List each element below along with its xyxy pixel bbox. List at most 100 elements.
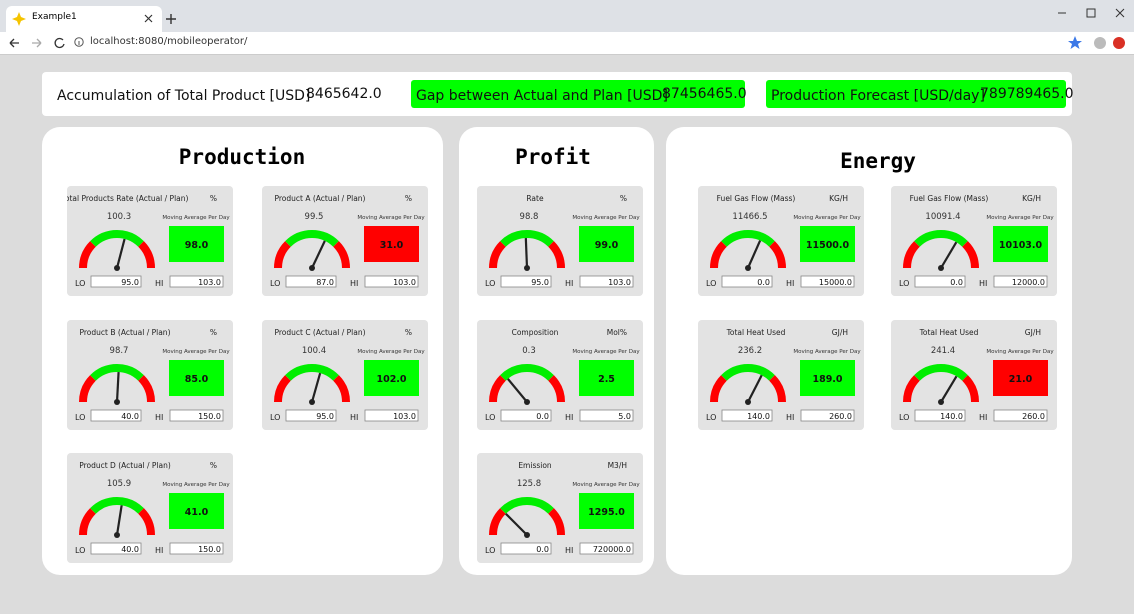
gauge-card: Emission M3/H 125.8 Moving Average Per Day 1… xyxy=(477,453,643,563)
gauge-value: 241.4 xyxy=(931,346,955,356)
moving-average-label: Moving Average Per Day xyxy=(357,349,425,355)
gauge-title: Product A (Actual / Plan) xyxy=(275,194,366,203)
lo-value: 140.0 xyxy=(940,412,963,421)
gauge-card: Rate % 98.8 Moving Average Per Day 99.0 LO 95.… xyxy=(477,186,643,296)
hi-input[interactable] xyxy=(169,542,224,555)
lo-value: 0.0 xyxy=(950,278,963,287)
hi-input[interactable] xyxy=(579,409,634,422)
toolbar-icons[interactable] xyxy=(1068,35,1128,51)
hi-input[interactable] xyxy=(800,275,855,288)
card-bg xyxy=(262,186,428,296)
tab-icon xyxy=(12,12,26,26)
summary-box xyxy=(766,80,1066,108)
average-box xyxy=(364,360,419,396)
gauge-title: Fuel Gas Flow (Mass) xyxy=(717,194,796,203)
gauge-arc-low xyxy=(903,375,920,403)
gauge-arc-low xyxy=(79,508,96,536)
browser-tab[interactable]: Example1 xyxy=(6,6,162,32)
lo-label: LO xyxy=(75,546,85,555)
lo-value: 140.0 xyxy=(747,412,770,421)
gauge-value: 100.3 xyxy=(107,212,131,222)
average-box xyxy=(169,493,224,529)
lo-input[interactable] xyxy=(914,409,966,422)
gauge-arc-normal xyxy=(285,364,339,381)
gauge-arc-low xyxy=(79,241,96,269)
lo-input[interactable] xyxy=(90,409,142,422)
average-value: 189.0 xyxy=(812,374,842,385)
lo-input[interactable] xyxy=(285,409,337,422)
gauge-title: Total Heat Used xyxy=(726,328,786,337)
new-tab[interactable] xyxy=(166,14,176,24)
moving-average-label: Moving Average Per Day xyxy=(793,349,861,355)
lo-input[interactable] xyxy=(914,275,966,288)
hi-label: HI xyxy=(565,546,573,555)
average-value: 10103.0 xyxy=(999,240,1043,251)
needle-hub xyxy=(114,399,120,405)
summary-label: Production Forecast [USD/day] xyxy=(771,88,985,104)
hi-input[interactable] xyxy=(993,409,1048,422)
hi-input[interactable] xyxy=(364,275,419,288)
hi-input[interactable] xyxy=(993,275,1048,288)
lo-value: 95.0 xyxy=(531,278,549,287)
lo-input[interactable] xyxy=(500,275,552,288)
gauge-card: Product D (Actual / Plan) % 105.9 Moving Av… xyxy=(67,453,233,563)
lo-input[interactable] xyxy=(500,542,552,555)
gauge-value: 100.4 xyxy=(302,346,326,356)
lo-value: 0.0 xyxy=(757,278,770,287)
hi-value: 15000.0 xyxy=(819,278,852,287)
lo-input[interactable] xyxy=(721,275,773,288)
average-box xyxy=(579,226,634,262)
gauge-arc-low xyxy=(710,241,727,269)
url[interactable]: localhost:8080/mobileoperator/ xyxy=(90,36,248,47)
needle-hub xyxy=(745,265,751,271)
gauge-arc-normal xyxy=(90,230,144,247)
gauge-arc-low xyxy=(274,241,291,269)
lo-label: LO xyxy=(485,279,495,288)
lo-input[interactable] xyxy=(721,409,773,422)
info-icon[interactable] xyxy=(74,37,84,47)
gauge-unit: M3/H xyxy=(608,461,627,470)
hi-input[interactable] xyxy=(579,542,634,555)
gauge-card: Product A (Actual / Plan) % 99.5 Moving Ave… xyxy=(262,186,428,296)
hi-input[interactable] xyxy=(800,409,855,422)
hi-input[interactable] xyxy=(364,409,419,422)
hi-input[interactable] xyxy=(169,409,224,422)
needle-hub xyxy=(309,265,315,271)
gauge-arc-low xyxy=(489,375,506,403)
hi-label: HI xyxy=(350,413,358,422)
gauge-arc-normal xyxy=(914,230,968,247)
gauge-needle xyxy=(115,505,123,536)
lo-input[interactable] xyxy=(90,542,142,555)
gauge-value: 98.8 xyxy=(520,212,539,222)
hi-input[interactable] xyxy=(579,275,634,288)
gauge-card: Fuel Gas Flow (Mass) KG/H 11466.5 Moving Av… xyxy=(698,186,864,296)
hi-input[interactable] xyxy=(169,275,224,288)
gauge-needle xyxy=(940,375,958,403)
gauge-arc-low xyxy=(79,375,96,403)
tab-close[interactable] xyxy=(144,14,153,23)
gauge-arc-high xyxy=(769,375,786,403)
summary-label: Gap between Actual and Plan [USD] xyxy=(416,88,668,104)
moving-average-label: Moving Average Per Day xyxy=(572,215,640,221)
hi-value: 720000.0 xyxy=(593,545,631,554)
hi-label: HI xyxy=(155,546,163,555)
nav-buttons[interactable] xyxy=(8,36,68,50)
hi-label: HI xyxy=(979,413,987,422)
hi-label: HI xyxy=(350,279,358,288)
lo-input[interactable] xyxy=(285,275,337,288)
gauge-title: Total Products Rate (Actual / Plan) xyxy=(67,194,188,203)
hi-label: HI xyxy=(155,279,163,288)
gauge-needle xyxy=(115,371,120,403)
card-bg xyxy=(891,320,1057,430)
gauge-value: 98.7 xyxy=(110,346,129,356)
gauge-needle xyxy=(747,374,763,403)
lo-input[interactable] xyxy=(500,409,552,422)
average-box xyxy=(364,226,419,262)
lo-input[interactable] xyxy=(90,275,142,288)
gauge-unit: % xyxy=(210,461,217,470)
hi-value: 150.0 xyxy=(198,545,221,554)
gauge-value: 105.9 xyxy=(107,479,131,489)
window-controls[interactable] xyxy=(1054,6,1130,20)
moving-average-label: Moving Average Per Day xyxy=(986,349,1054,355)
lo-value: 0.0 xyxy=(536,412,549,421)
